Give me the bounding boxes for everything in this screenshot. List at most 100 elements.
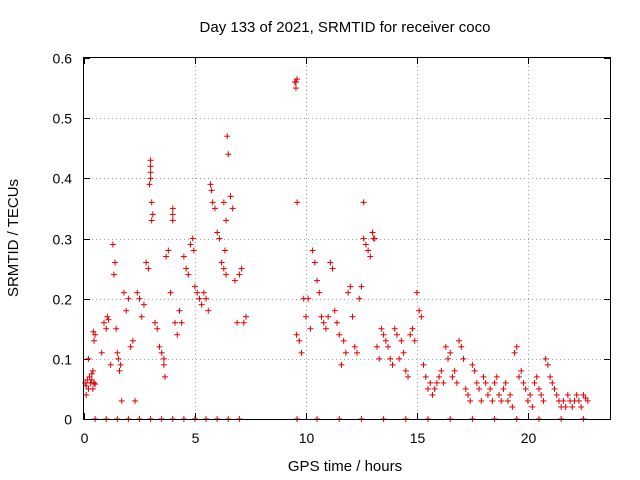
data-point-marker — [524, 397, 531, 404]
y-tick-label: 0.2 — [53, 292, 73, 308]
data-point-marker — [420, 361, 427, 368]
data-point-marker — [221, 247, 228, 254]
data-point-marker — [553, 391, 560, 398]
data-point-marker — [89, 367, 96, 374]
x-tick-label: 15 — [410, 430, 426, 446]
data-point-marker — [109, 241, 116, 248]
data-point-marker — [449, 373, 456, 380]
data-point-marker — [114, 349, 121, 356]
data-point-marker — [92, 331, 99, 338]
y-axis-label: SRMTID / TECUs — [5, 179, 22, 297]
data-point-marker — [360, 235, 367, 242]
data-point-marker — [380, 331, 387, 338]
data-point-marker — [438, 367, 445, 374]
data-point-marker — [167, 289, 174, 296]
data-point-marker — [143, 259, 150, 266]
data-point-marker — [225, 151, 232, 158]
data-point-marker — [425, 385, 432, 392]
y-axis-ticks: 0 0.1 0.2 0.3 0.4 0.5 0.6 — [53, 51, 610, 428]
data-point-marker — [302, 313, 309, 320]
data-point-marker — [236, 271, 243, 278]
data-point-marker — [314, 277, 321, 284]
data-point-marker — [160, 361, 167, 368]
plot-frame — [83, 57, 611, 420]
data-point-marker — [140, 301, 147, 308]
x-axis-ticks: 0 5 10 15 20 — [81, 58, 536, 446]
data-point-marker — [436, 373, 443, 380]
data-point-marker — [411, 337, 418, 344]
data-point-marker — [320, 319, 327, 326]
data-point-marker — [322, 325, 329, 332]
data-point-marker — [223, 271, 230, 278]
data-point-marker — [147, 169, 154, 176]
data-point-marker — [113, 325, 120, 332]
data-point-marker — [134, 289, 141, 296]
data-point-marker — [391, 325, 398, 332]
data-point-marker — [471, 367, 478, 374]
data-point-marker — [387, 355, 394, 362]
data-point-marker — [145, 265, 152, 272]
data-point-marker — [476, 385, 483, 392]
data-point-marker — [296, 337, 303, 344]
data-point-marker — [340, 337, 347, 344]
data-point-marker — [544, 361, 551, 368]
data-point-marker — [580, 391, 587, 398]
data-point-marker — [462, 385, 469, 392]
data-point-marker — [369, 229, 376, 236]
data-point-marker — [216, 235, 223, 242]
data-point-marker — [378, 325, 385, 332]
data-point-marker — [511, 349, 518, 356]
data-point-marker — [327, 259, 334, 266]
data-point-marker — [533, 373, 540, 380]
y-tick-label: 0 — [64, 412, 72, 428]
data-point-marker — [88, 370, 95, 377]
data-point-marker — [129, 337, 136, 344]
data-point-marker — [362, 241, 369, 248]
data-point-marker — [229, 205, 236, 212]
data-point-marker — [147, 157, 154, 164]
data-point-marker — [345, 289, 352, 296]
data-point-marker — [162, 373, 169, 380]
data-points — [82, 76, 591, 422]
data-point-marker — [573, 391, 580, 398]
data-point-marker — [516, 373, 523, 380]
data-point-marker — [493, 373, 500, 380]
data-point-marker — [105, 316, 112, 323]
data-point-marker — [240, 319, 247, 326]
data-point-marker — [171, 319, 178, 326]
data-point-marker — [422, 373, 429, 380]
data-point-marker — [491, 379, 498, 386]
data-point-marker — [132, 397, 139, 404]
data-point-marker — [338, 361, 345, 368]
data-point-marker — [220, 199, 227, 206]
data-point-marker — [309, 247, 316, 254]
data-point-marker — [535, 385, 542, 392]
data-point-marker — [231, 277, 238, 284]
data-point-marker — [238, 265, 245, 272]
data-point-marker — [456, 337, 463, 344]
data-point-marker — [223, 217, 230, 224]
data-point-marker — [227, 193, 234, 200]
data-point-marker — [104, 313, 111, 320]
data-point-marker — [353, 349, 360, 356]
data-point-marker — [582, 394, 589, 401]
data-point-marker — [116, 367, 123, 374]
data-point-marker — [160, 355, 167, 362]
data-point-marker — [107, 361, 114, 368]
data-point-marker — [117, 361, 124, 368]
data-point-marker — [527, 391, 534, 398]
data-point-marker — [409, 325, 416, 332]
data-point-marker — [325, 313, 332, 320]
data-point-marker — [83, 382, 90, 389]
data-point-marker — [356, 295, 363, 302]
data-point-marker — [433, 379, 440, 386]
data-point-marker — [196, 295, 203, 302]
data-point-marker — [147, 163, 154, 170]
data-point-marker — [169, 211, 176, 218]
data-point-marker — [136, 295, 143, 302]
data-point-marker — [575, 397, 582, 404]
data-point-marker — [169, 217, 176, 224]
data-point-marker — [292, 79, 299, 86]
data-point-marker — [178, 319, 185, 326]
data-point-marker — [311, 259, 318, 266]
